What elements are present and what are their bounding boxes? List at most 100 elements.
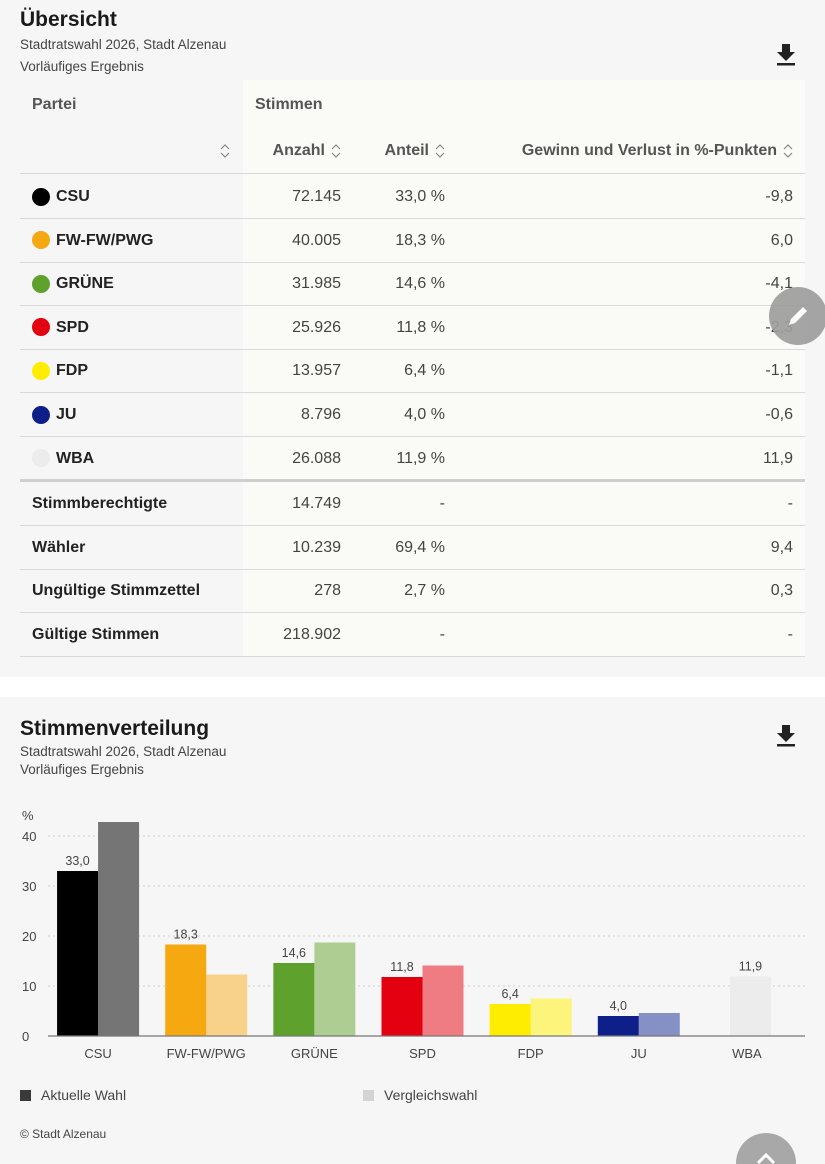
header-count: Anzahl — [272, 142, 325, 159]
vote-change: -9,8 — [765, 188, 793, 205]
sort-change-button[interactable]: Gewinn und Verlust in %-Punkten — [522, 142, 793, 160]
legend-swatch-current — [20, 1089, 31, 1101]
summary-change: - — [787, 495, 793, 512]
summary-label: Gültige Stimmen — [32, 625, 160, 643]
vote-count: 72.145 — [292, 188, 341, 205]
edit-fab-button[interactable] — [769, 287, 825, 345]
current-bar — [57, 871, 99, 1036]
download-icon — [777, 725, 795, 747]
current-bar — [273, 963, 315, 1036]
party-color-dot — [32, 274, 50, 293]
table-row: CSU 72.145 33,0 % -9,8 — [20, 175, 805, 219]
party-name-cell: JU — [32, 393, 76, 436]
current-bar — [597, 1016, 639, 1036]
bar-data-label: 11,8 — [390, 960, 413, 974]
current-bar — [489, 1004, 531, 1036]
party-color-dot — [32, 318, 50, 337]
vote-count: 8.796 — [300, 406, 341, 423]
votes-column-background — [243, 80, 805, 657]
bar-data-label: 11,9 — [739, 960, 762, 974]
vote-share: 33,0 % — [395, 188, 445, 205]
summary-change: 9,4 — [770, 538, 793, 556]
party-name-cell: WBA — [32, 437, 94, 480]
overview-card: Übersicht Stadtratswahl 2026, Stadt Alze… — [20, 8, 825, 657]
vote-change: 11,9 — [763, 449, 793, 467]
table-row: FW-FW/PWG 40.005 18,3 % 6,0 — [20, 219, 805, 263]
party-name: CSU — [56, 188, 90, 205]
overview-status: Vorläufiges Ergebnis — [20, 59, 144, 74]
party-name: JU — [56, 406, 77, 423]
vote-share: 6,4 % — [404, 362, 445, 380]
vote-share: 11,9 % — [396, 449, 445, 467]
x-category-label: SPD — [409, 1046, 436, 1061]
comparison-bar — [206, 974, 248, 1036]
header-party: Partei — [32, 96, 77, 113]
summary-change: - — [787, 625, 793, 643]
party-name-cell: GRÜNE — [32, 262, 114, 305]
party-name: GRÜNE — [56, 275, 114, 293]
comparison-bar — [314, 942, 356, 1036]
sort-header-row: Anzahl Anteil Gewinn und Verlust in %-Pu… — [20, 128, 805, 174]
vote-share: 4,0 % — [404, 406, 445, 423]
table-divider — [20, 479, 805, 482]
party-color-dot — [32, 361, 50, 380]
party-name-cell: SPD — [32, 306, 89, 349]
current-bar — [381, 977, 423, 1036]
overview-download-button[interactable] — [772, 40, 800, 68]
overview-title: Übersicht — [20, 8, 117, 31]
party-name: FDP — [56, 362, 88, 380]
legend-item-current[interactable]: Aktuelle Wahl — [20, 1087, 126, 1103]
x-category-label: FW-FW/PWG — [167, 1046, 246, 1061]
bar-data-label: 6,4 — [501, 987, 518, 1001]
summary-count: 278 — [314, 582, 341, 600]
summary-share: 2,7 % — [404, 582, 445, 600]
party-color-dot — [32, 405, 50, 424]
copyright-note: © Stadt Alzenau — [20, 1127, 107, 1141]
vote-distribution-chart: % 0 10 20 30 40 33,0 CSU 18,3 FW-FW/PWG 14,6 GRÜNE 1… — [22, 808, 805, 1061]
summary-share: 69,4 % — [395, 538, 445, 556]
party-name: SPD — [56, 318, 89, 336]
sort-party-button[interactable] — [220, 144, 230, 158]
sort-icon — [220, 144, 230, 158]
legend-label-current: Aktuelle Wahl — [41, 1087, 127, 1103]
summary-label: Stimmberechtigte — [32, 495, 168, 512]
legend-label-comparison: Vergleichswahl — [384, 1087, 478, 1103]
table-row: GRÜNE 31.985 14,6 % -4,1 — [20, 262, 805, 307]
x-category-label: CSU — [84, 1046, 111, 1061]
summary-share: - — [439, 625, 445, 643]
distribution-title: Stimmenverteilung — [20, 717, 210, 740]
legend-item-comparison[interactable]: Vergleichswahl — [363, 1087, 477, 1103]
table-row: WBA 26.088 11,9 % 11,9 — [20, 437, 805, 481]
party-name-cell: FDP — [32, 349, 88, 392]
comparison-bar — [530, 998, 572, 1036]
vote-count: 13.957 — [292, 362, 341, 380]
comparison-bar — [422, 965, 464, 1036]
summary-label: Ungültige Stimmzettel — [32, 582, 201, 600]
distribution-card: Stimmenverteilung Stadtratswahl 2026, St… — [0, 697, 825, 1164]
sort-count-button[interactable]: Anzahl — [273, 142, 341, 160]
vote-change: -1,1 — [765, 362, 793, 380]
header-votes-group: Stimmen — [255, 96, 323, 113]
sort-share-button[interactable]: Anteil — [385, 142, 445, 160]
sort-icon — [331, 143, 341, 158]
x-category-label: FDP — [518, 1046, 544, 1061]
summary-row: Ungültige Stimmzettel 278 2,7 % 0,3 — [20, 569, 805, 614]
download-icon — [777, 44, 795, 66]
summary-share: - — [439, 495, 445, 512]
x-category-label: GRÜNE — [291, 1046, 338, 1061]
header-share: Anteil — [384, 142, 429, 159]
summary-label: Wähler — [32, 538, 86, 556]
y-tick-label: 20 — [22, 929, 36, 944]
summary-row: Gültige Stimmen 218.902 - - — [20, 613, 805, 657]
header-change: Gewinn und Verlust in %-Punkten — [521, 142, 777, 159]
current-bar — [165, 944, 207, 1036]
table-row: JU 8.796 4,0 % -0,6 — [20, 393, 805, 437]
summary-change: 0,3 — [770, 582, 793, 600]
legend-swatch-comparison — [363, 1089, 374, 1101]
distribution-download-button[interactable] — [772, 721, 800, 749]
party-name: WBA — [56, 449, 95, 467]
bar-data-label: 14,6 — [282, 946, 306, 960]
comparison-bar — [98, 822, 140, 1036]
comparison-bar — [638, 1013, 680, 1036]
y-tick-label: 30 — [22, 879, 36, 894]
